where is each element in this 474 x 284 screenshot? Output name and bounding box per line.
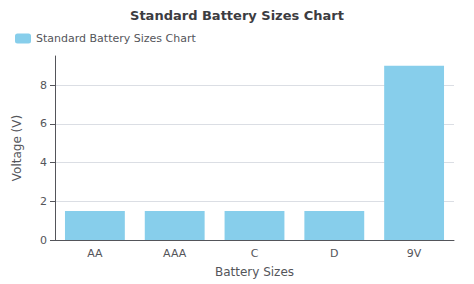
svg-text:4: 4 bbox=[40, 156, 47, 169]
svg-text:Standard Battery Sizes Chart: Standard Battery Sizes Chart bbox=[36, 32, 196, 45]
svg-text:Voltage (V): Voltage (V) bbox=[10, 115, 24, 181]
svg-text:AA: AA bbox=[87, 247, 103, 260]
svg-text:0: 0 bbox=[40, 234, 47, 247]
svg-text:C: C bbox=[251, 247, 259, 260]
svg-text:Standard Battery Sizes Chart: Standard Battery Sizes Chart bbox=[130, 8, 344, 23]
svg-text:2: 2 bbox=[40, 195, 47, 208]
svg-text:8: 8 bbox=[40, 79, 47, 92]
svg-text:Battery Sizes: Battery Sizes bbox=[215, 265, 294, 279]
svg-text:9V: 9V bbox=[407, 247, 422, 260]
svg-text:AAA: AAA bbox=[163, 247, 187, 260]
svg-text:D: D bbox=[330, 247, 338, 260]
svg-text:6: 6 bbox=[40, 117, 47, 130]
